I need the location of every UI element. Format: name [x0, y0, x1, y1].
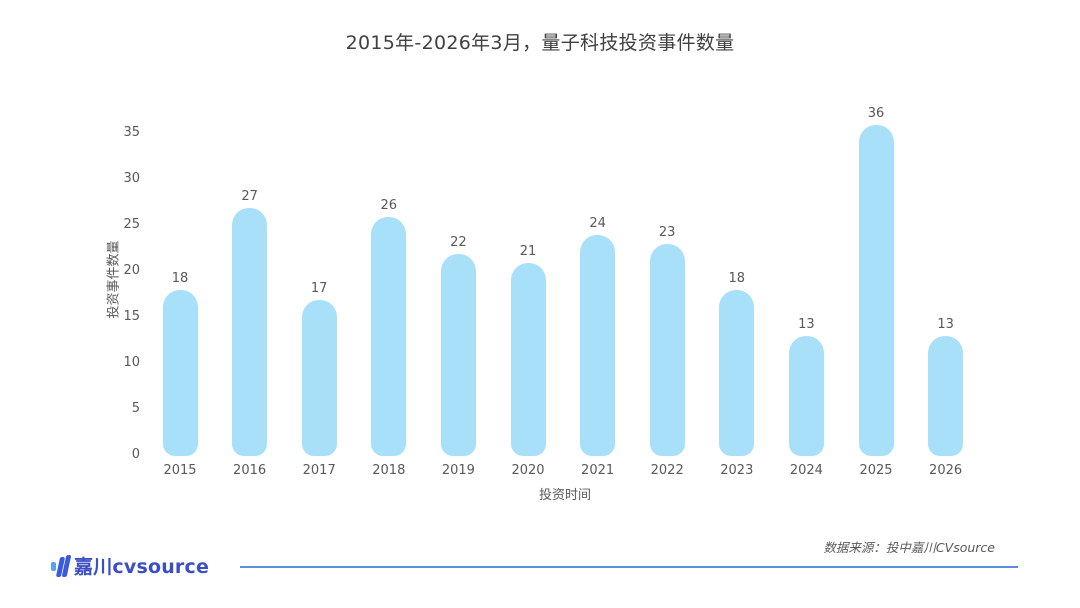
y-tick-label: 10: [123, 355, 140, 370]
bar-value-label: 22: [450, 234, 467, 250]
bar-2017: [301, 299, 337, 456]
y-tick-label: 30: [123, 171, 140, 186]
bar-2016: [232, 207, 268, 456]
bar-2021: [580, 235, 616, 456]
bar-2019: [440, 253, 476, 456]
bar-2015: [162, 290, 198, 456]
data-source-note: 数据来源：投中嘉川CVsource: [823, 540, 995, 555]
footer-divider: [240, 566, 1018, 568]
x-tick-label: 2020: [511, 463, 545, 478]
x-tick-label: 2018: [372, 463, 406, 478]
logo-text: 嘉川cvsource: [74, 556, 210, 578]
x-tick-label: 2023: [720, 463, 754, 478]
x-tick-label: 2024: [789, 463, 823, 478]
y-tick-label: 25: [123, 217, 140, 232]
bar-value-label: 13: [798, 317, 815, 333]
cvsource-logo: 嘉川cvsource: [50, 552, 209, 579]
y-tick-label: 20: [123, 263, 140, 278]
x-tick-label: 2019: [441, 463, 475, 478]
bar-2026: [928, 336, 964, 456]
bar-value-label: 18: [171, 271, 189, 287]
logo-mark-icon: [50, 554, 72, 577]
bar-2018: [371, 216, 407, 456]
bar-value-label: 27: [241, 188, 258, 204]
bar-2025: [858, 124, 894, 456]
y-tick-label: 5: [131, 401, 140, 416]
bar-value-label: 24: [589, 216, 606, 232]
y-tick-label: 15: [123, 309, 140, 324]
bar-2023: [719, 290, 755, 456]
y-tick-label: 0: [131, 447, 140, 462]
bar-2022: [649, 244, 685, 456]
y-tick-label: 35: [123, 125, 140, 140]
bar-value-label: 23: [658, 225, 676, 241]
bar-value-label: 36: [867, 105, 885, 121]
x-tick-label: 2026: [929, 463, 963, 478]
bar-2020: [510, 262, 546, 456]
bar-value-label: 18: [728, 271, 746, 287]
x-tick-label: 2016: [233, 463, 267, 478]
chart-title: 2015年-2026年3月，量子科技投资事件数量: [345, 32, 735, 54]
x-axis-label: 投资时间: [538, 488, 591, 503]
bar-value-label: 13: [937, 317, 954, 333]
bar-value-label: 26: [380, 197, 398, 213]
x-tick-label: 2025: [859, 463, 893, 478]
bar-value-label: 17: [310, 280, 328, 296]
bar-value-label: 21: [519, 243, 537, 259]
x-tick-label: 2015: [163, 463, 197, 478]
y-axis-label: 投资事件数量: [106, 240, 122, 319]
x-tick-label: 2021: [581, 463, 615, 478]
x-tick-label: 2017: [302, 463, 336, 478]
bar-2024: [788, 336, 824, 456]
x-tick-label: 2022: [650, 463, 684, 478]
